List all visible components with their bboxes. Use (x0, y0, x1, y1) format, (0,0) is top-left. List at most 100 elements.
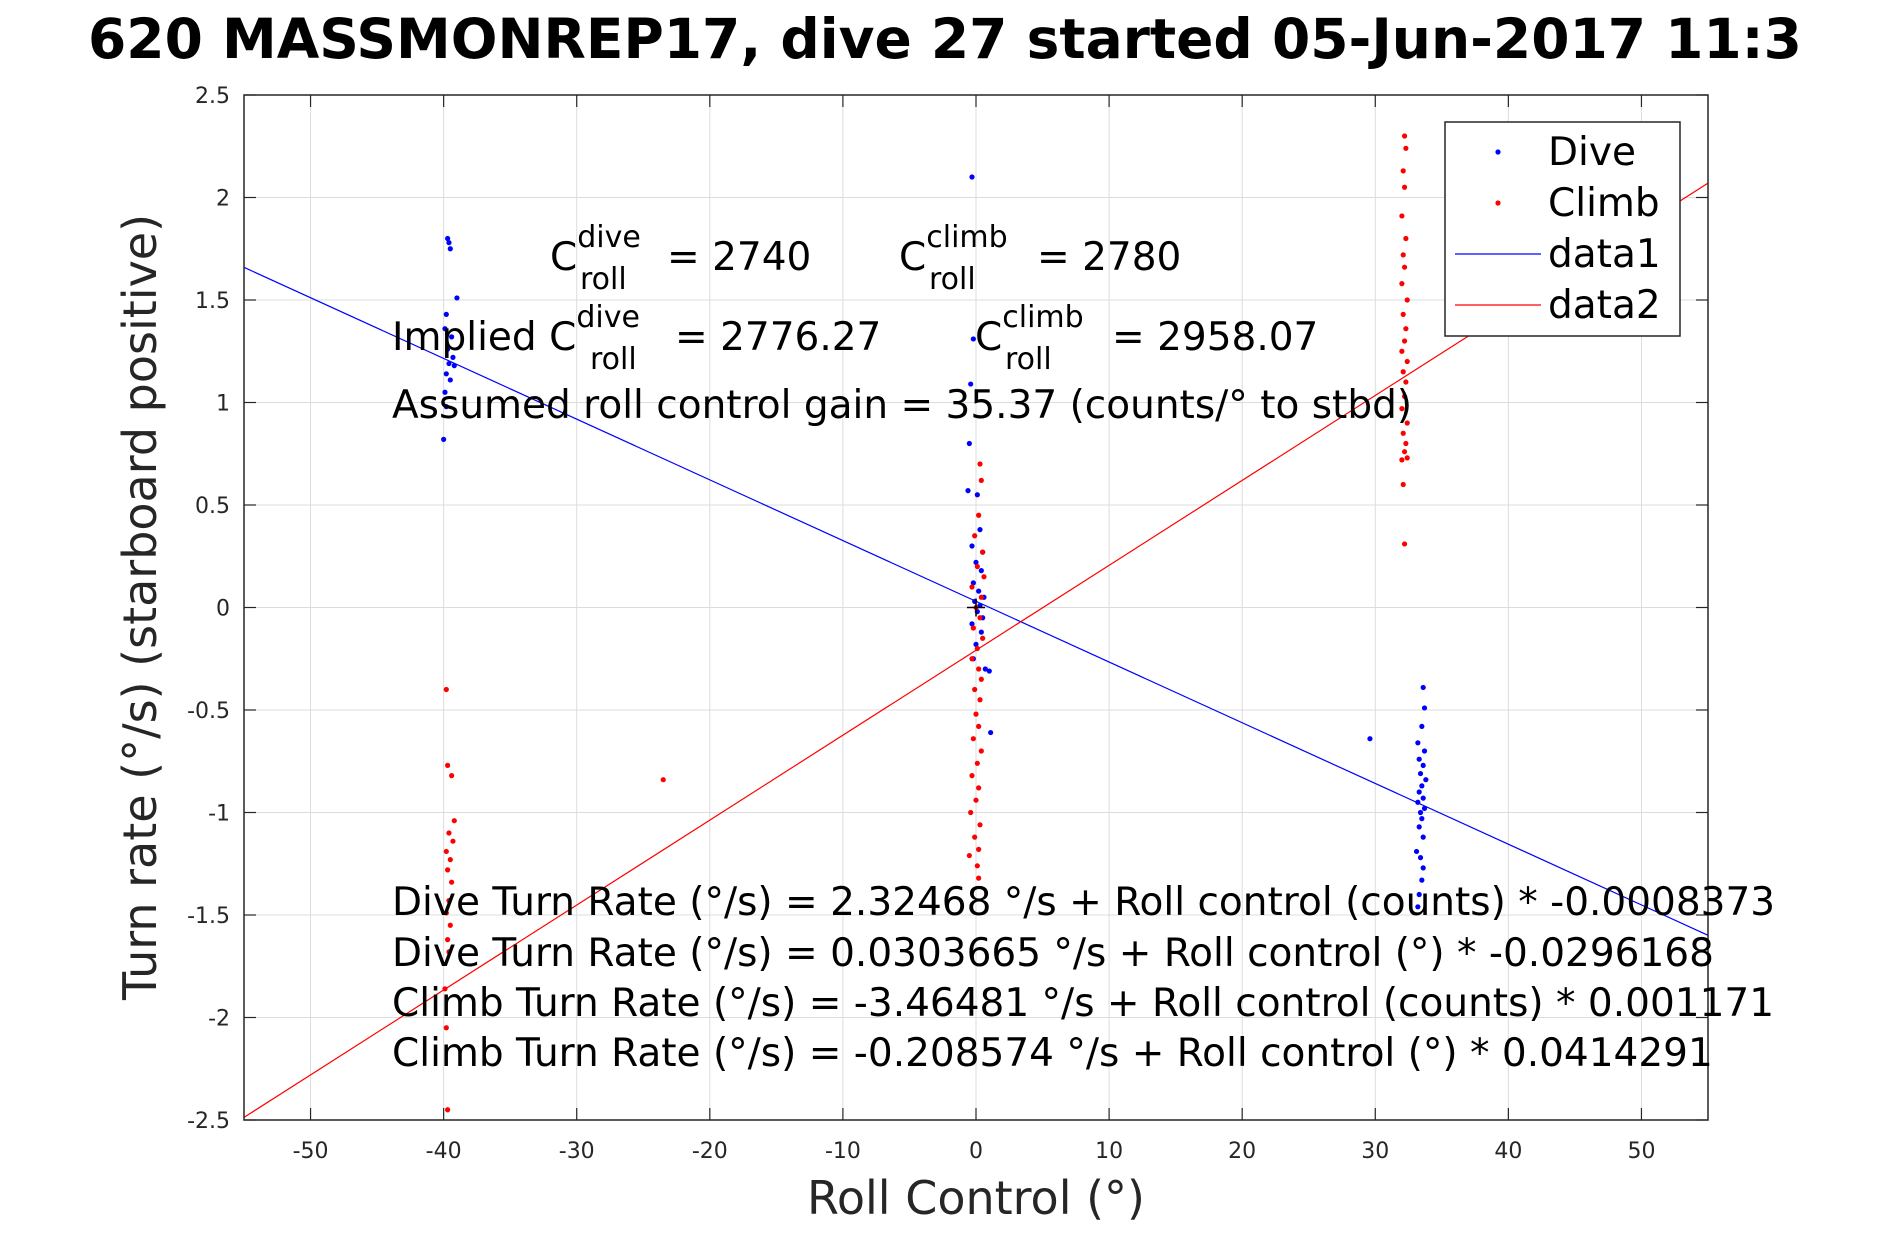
dive-point (1421, 805, 1428, 812)
climb-point (445, 937, 451, 943)
dive-point (1423, 777, 1429, 783)
dive-point (443, 311, 449, 317)
dive-point (442, 389, 448, 395)
dive-point (966, 440, 972, 447)
c-roll-dive-prefix: C (550, 235, 577, 280)
x-tick-label: 50 (1627, 1139, 1655, 1164)
climb-point (974, 863, 980, 869)
climb-point (446, 949, 452, 955)
climb-point (443, 1025, 449, 1031)
climb-point (974, 645, 980, 652)
c-roll-climb-prefix: C (899, 235, 926, 280)
dive-point (1420, 795, 1426, 801)
climb-point (969, 656, 975, 662)
climb-point (973, 797, 979, 803)
dive-point (442, 326, 448, 332)
climb-point (976, 723, 982, 730)
climb-point (442, 986, 448, 992)
dive-point (1417, 770, 1424, 777)
dive-point (449, 334, 455, 340)
dive-point (986, 668, 992, 674)
climb-point (1401, 264, 1408, 270)
dive-point (1420, 762, 1426, 768)
climb-point (660, 777, 666, 783)
y-tick-label: 2.5 (195, 84, 230, 109)
dive-point (969, 543, 975, 549)
dive-point (1419, 723, 1425, 730)
x-tick-label: 30 (1361, 1139, 1389, 1164)
legend-data2-label: data2 (1548, 283, 1661, 328)
implied-climb-prefix: C (975, 315, 1002, 360)
climb-point (1400, 311, 1406, 317)
y-tick-label: 1.5 (195, 289, 230, 314)
climb-point (1399, 213, 1405, 219)
dive-point (451, 363, 457, 369)
dive-point (974, 492, 980, 498)
climb-point (1399, 348, 1405, 354)
climb-point (443, 686, 449, 693)
implied-climb-sup: climb (1002, 300, 1083, 335)
x-tick-label: -20 (692, 1139, 728, 1164)
dive-point (973, 559, 979, 566)
climb-point (1401, 184, 1408, 190)
c-roll-climb-value: = 2780 (1037, 235, 1181, 280)
x-tick-label: -10 (825, 1139, 861, 1164)
data-points (441, 133, 1429, 1113)
climb-point (977, 615, 983, 621)
climb-point (446, 898, 452, 904)
c-roll-climb-sup: climb (926, 220, 1007, 255)
climb-point (447, 922, 453, 928)
climb-point (1404, 297, 1410, 303)
climb-point (1400, 430, 1406, 436)
annotations: Cdive roll = 2740 Cclimb roll = 2780 Implied… (392, 220, 1775, 1076)
dive-point (970, 336, 976, 342)
c-roll-climb-annotation: Cclimb roll = 2780 (899, 220, 1181, 297)
climb-point (1399, 406, 1405, 412)
implied-climb-annotation: Cclimb roll = 2958.07 (975, 300, 1318, 377)
y-tick-label: -1.5 (187, 904, 230, 929)
climb-point (1401, 338, 1408, 344)
dive-point (1413, 848, 1420, 855)
climb-point (976, 846, 982, 853)
dive-point (446, 240, 452, 246)
dive-point (970, 580, 976, 586)
legend-data1-label: data1 (1548, 232, 1661, 277)
climb-point (1401, 541, 1408, 547)
climb-point (978, 748, 984, 754)
legend: Dive Climb data1 data2 (1444, 121, 1681, 337)
climb-point (976, 512, 982, 518)
climb-point (446, 830, 452, 836)
dive-point (969, 621, 975, 627)
x-tick-label: -40 (426, 1139, 462, 1164)
dive-point (441, 436, 447, 442)
climb-point (980, 549, 986, 555)
climb-point (972, 834, 978, 840)
equation-1: Dive Turn Rate (°/s) = 2.32468 °/s + Rol… (392, 880, 1775, 925)
dive-point (976, 588, 982, 594)
dive-point (1415, 799, 1421, 805)
climb-point (973, 711, 979, 717)
climb-point (1403, 145, 1409, 151)
x-tick-label: 10 (1095, 1139, 1123, 1164)
x-axis-label: Roll Control (°) (807, 1171, 1145, 1225)
climb-point (977, 461, 983, 467)
climb-point (1400, 168, 1406, 174)
c-roll-dive-sup: dive (577, 220, 641, 255)
dive-point (447, 377, 453, 383)
climb-point (1404, 455, 1410, 461)
climb-point (976, 666, 982, 672)
climb-point (1403, 326, 1409, 332)
y-tick-label: -2 (208, 1007, 230, 1032)
dive-point (977, 527, 983, 533)
climb-point (969, 773, 975, 779)
climb-point (445, 762, 451, 768)
c-roll-dive-value: = 2740 (667, 235, 811, 280)
y-tick-label: 1 (216, 392, 230, 417)
dive-point (445, 235, 451, 242)
climb-point (976, 785, 982, 791)
dive-point (1416, 756, 1422, 762)
climb-point (978, 477, 984, 483)
dive-point (454, 295, 460, 301)
dive-point (1420, 865, 1426, 871)
climb-point (968, 809, 974, 816)
